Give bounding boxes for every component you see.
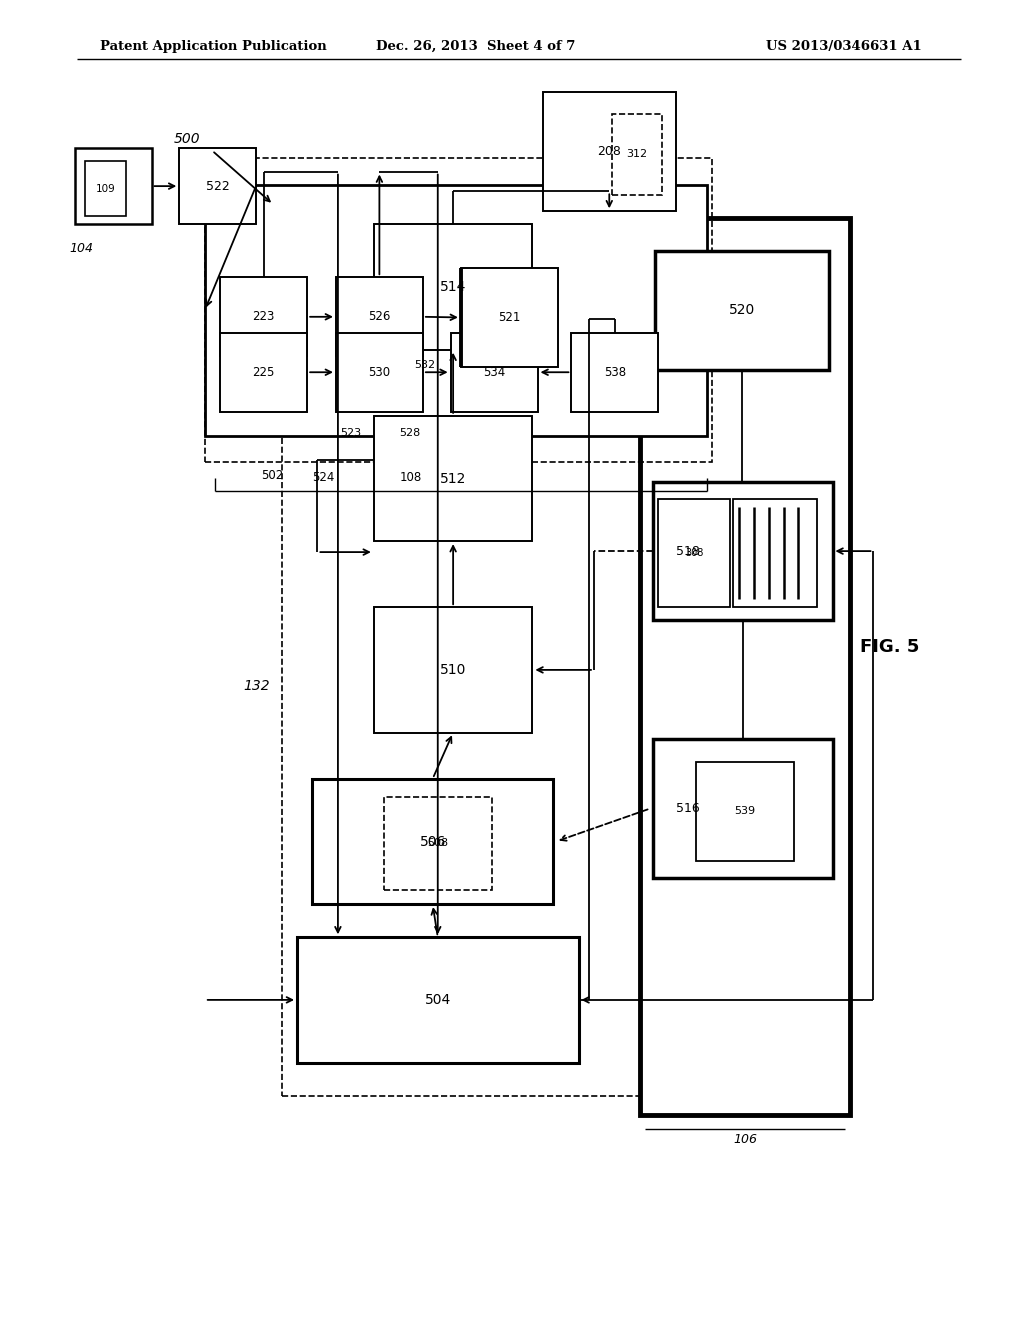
Bar — [374, 607, 532, 733]
Text: FIG. 5: FIG. 5 — [860, 638, 920, 656]
Text: 539: 539 — [734, 807, 756, 816]
Bar — [336, 333, 423, 412]
Bar — [655, 251, 829, 370]
Text: 104: 104 — [70, 242, 93, 255]
Bar — [312, 779, 553, 904]
Bar — [461, 268, 558, 367]
Bar — [336, 277, 423, 356]
Text: 515: 515 — [696, 257, 719, 271]
Bar — [374, 224, 532, 350]
Text: 521: 521 — [499, 312, 520, 323]
Text: Dec. 26, 2013  Sheet 4 of 7: Dec. 26, 2013 Sheet 4 of 7 — [377, 40, 575, 53]
Bar — [733, 499, 817, 607]
Text: 132: 132 — [244, 680, 270, 693]
Text: 109: 109 — [95, 183, 116, 194]
Text: 526: 526 — [369, 310, 390, 323]
Bar — [179, 148, 256, 224]
Text: 106: 106 — [733, 1133, 757, 1146]
Text: 225: 225 — [253, 366, 274, 379]
Text: 522: 522 — [206, 180, 229, 193]
Bar — [653, 482, 833, 620]
Bar — [640, 218, 850, 1115]
Text: 506: 506 — [420, 834, 445, 849]
Text: 223: 223 — [253, 310, 274, 323]
Bar — [220, 333, 307, 412]
Text: 520: 520 — [729, 304, 756, 317]
Bar — [374, 416, 532, 541]
Text: 512: 512 — [440, 471, 466, 486]
Text: 510: 510 — [440, 663, 466, 677]
Text: 208: 208 — [597, 145, 622, 158]
Bar — [297, 937, 579, 1063]
Text: 500: 500 — [174, 132, 201, 145]
Text: Patent Application Publication: Patent Application Publication — [100, 40, 327, 53]
Text: 514: 514 — [440, 280, 466, 294]
Text: 508: 508 — [427, 838, 449, 849]
Bar — [543, 92, 676, 211]
Text: 504: 504 — [425, 993, 451, 1007]
Text: 308: 308 — [685, 548, 703, 558]
Bar — [653, 739, 833, 878]
Bar — [75, 148, 152, 224]
Text: 524: 524 — [312, 471, 335, 484]
Bar — [658, 499, 730, 607]
Text: US 2013/0346631 A1: US 2013/0346631 A1 — [766, 40, 922, 53]
Bar — [282, 244, 691, 1096]
Bar — [696, 762, 794, 861]
Bar — [205, 185, 707, 436]
Text: 312: 312 — [627, 149, 647, 160]
Bar — [571, 333, 658, 412]
Text: 530: 530 — [369, 366, 390, 379]
Bar — [612, 114, 662, 195]
Bar — [451, 333, 538, 412]
Text: 523: 523 — [341, 428, 361, 438]
Bar — [384, 797, 492, 890]
Bar — [205, 158, 712, 462]
Text: 516: 516 — [676, 803, 699, 814]
Bar — [85, 161, 126, 216]
Text: 538: 538 — [604, 366, 626, 379]
Text: 534: 534 — [483, 366, 505, 379]
Text: 532: 532 — [415, 359, 435, 370]
Text: 518: 518 — [676, 545, 699, 557]
Text: 108: 108 — [399, 471, 422, 484]
Bar — [220, 277, 307, 356]
Text: 528: 528 — [399, 428, 420, 438]
Text: 502: 502 — [261, 469, 284, 482]
